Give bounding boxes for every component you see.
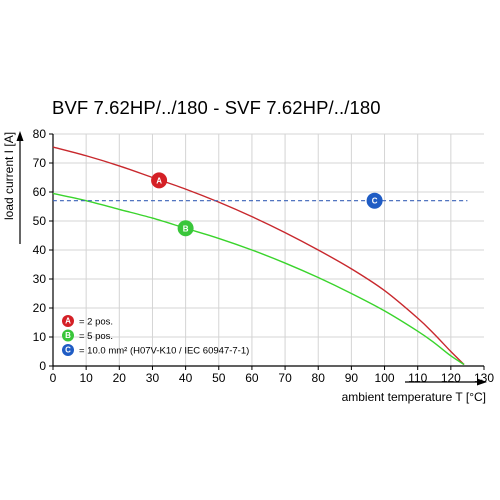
y-tick-label: 80 <box>33 127 47 141</box>
chart-title: BVF 7.62HP/../180 - SVF 7.62HP/../180 <box>52 97 381 118</box>
legend-text-c: = 10.0 mm² (H07V-K10 / IEC 60947-7-1) <box>79 346 249 357</box>
curve-marker-b-circle <box>177 220 194 237</box>
legend-text-a: = 2 pos. <box>79 317 113 328</box>
y-tick-label: 10 <box>33 330 47 344</box>
legend-marker-c-label: C <box>65 345 71 354</box>
x-tick-label: 80 <box>312 371 326 385</box>
y-tick-label: 70 <box>33 156 47 170</box>
legend-text-b: = 5 pos. <box>79 331 113 342</box>
curve-marker-a-label: A <box>156 176 162 185</box>
y-tick-label: 20 <box>33 301 47 315</box>
y-tick-label: 50 <box>33 214 47 228</box>
y-tick-label: 30 <box>33 272 47 286</box>
x-tick-label: 90 <box>345 371 359 385</box>
series-line-b <box>52 192 465 366</box>
x-tick-label: 100 <box>375 371 395 385</box>
curve-marker-c-label: C <box>372 197 378 206</box>
x-tick-label: 40 <box>179 371 193 385</box>
y-axis-label: load current I [A] <box>2 132 16 220</box>
legend-marker-c: C <box>62 344 74 356</box>
x-axis-label: ambient temperature T [°C] <box>342 390 486 404</box>
x-tick-label: 20 <box>113 371 127 385</box>
x-tick-label: 30 <box>146 371 160 385</box>
y-tick-label: 0 <box>39 359 46 373</box>
legend-marker-b-label: B <box>65 331 71 340</box>
x-tick-label: 70 <box>278 371 292 385</box>
curve-marker-b-label: B <box>183 224 189 233</box>
x-axis-arrow-head <box>477 378 487 386</box>
x-tick-label: 60 <box>245 371 259 385</box>
legend-marker-a-circle <box>62 315 74 327</box>
series-line-a <box>52 146 465 366</box>
legend-marker-a-label: A <box>65 316 71 325</box>
x-tick-label: 110 <box>408 371 427 385</box>
legend-marker-b-circle <box>62 329 74 342</box>
x-tick-label: 10 <box>79 371 93 385</box>
curve-marker-c-circle <box>366 192 383 209</box>
legend-marker-c-circle <box>62 344 74 356</box>
legend-marker-b: B <box>62 329 74 342</box>
x-tick-label: 0 <box>50 371 57 385</box>
curve-marker-a: A <box>151 172 168 189</box>
y-axis-arrow-head <box>16 131 24 141</box>
y-tick-label: 40 <box>33 243 47 257</box>
curve-marker-a-circle <box>151 172 168 189</box>
x-tick-label: 50 <box>212 371 226 385</box>
curve-marker-c: C <box>366 192 383 209</box>
x-tick-label: 120 <box>441 371 461 385</box>
y-tick-label: 60 <box>33 185 47 199</box>
curve-marker-b: B <box>177 220 194 237</box>
legend-marker-a: A <box>62 315 74 327</box>
